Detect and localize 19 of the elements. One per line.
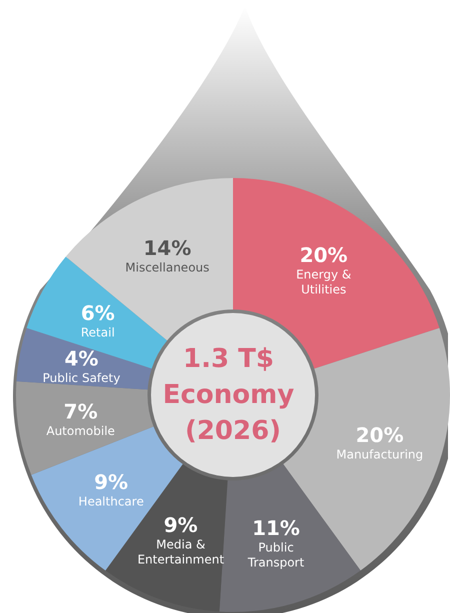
data-label: 7% bbox=[64, 400, 98, 424]
data-label: 4% bbox=[64, 346, 98, 371]
slice-label: Manufacturing bbox=[336, 448, 424, 462]
data-label: 20% bbox=[300, 243, 348, 268]
text: 1.3 T$ Economy (2026) bbox=[162, 344, 304, 446]
slice-label: Media & Entertainment bbox=[137, 538, 224, 567]
slice-label: Retail bbox=[80, 326, 115, 340]
slice-label: Energy & Utilities bbox=[296, 268, 352, 297]
data-label: 9% bbox=[94, 470, 128, 494]
slice-label: Miscellaneous bbox=[125, 260, 210, 274]
data-label: 14% bbox=[143, 236, 192, 260]
slice-label: Public Transport bbox=[246, 540, 304, 570]
data-label: 11% bbox=[252, 516, 300, 540]
slice-label: Public Safety bbox=[42, 371, 120, 386]
data-label: 9% bbox=[164, 513, 198, 538]
slice-label: Automobile bbox=[46, 424, 115, 438]
data-label: 6% bbox=[80, 301, 115, 326]
slice-label: Healthcare bbox=[78, 494, 144, 509]
data-label: 20% bbox=[356, 423, 404, 448]
